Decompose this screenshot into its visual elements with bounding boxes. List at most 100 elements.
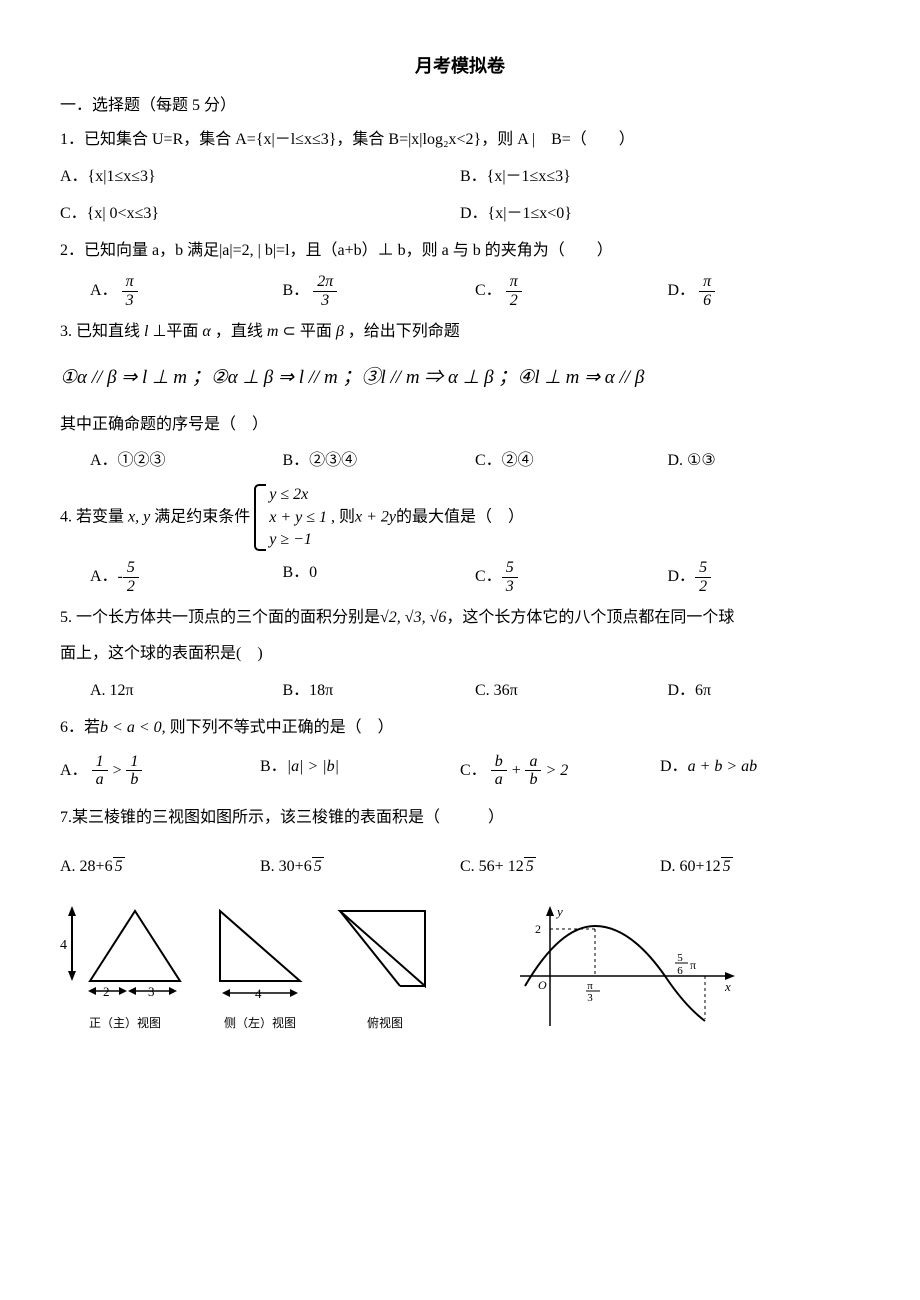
q2-option-d: D． π6 [668,273,861,309]
q4-option-b: B．0 [283,559,476,595]
q6-a-den2: b [126,771,142,789]
q6-d-label: D． [660,758,688,775]
q7-c-label: C. 56+ 12 [460,858,524,875]
q4-pre: 4. 若变量 [60,508,124,525]
q6-a-num2: 1 [126,753,142,772]
q4-a-den: 2 [123,578,139,596]
q3-subtext: 其中正确命题的序号是（ ） [60,411,860,440]
q7-option-c: C. 56+ 125 [460,853,660,882]
q3-option-c: C．②④ [475,447,668,476]
q4-c-den: 3 [502,578,518,596]
q6-option-a: A． 1a > 1b [60,753,260,789]
q5-post1: ，这个长方体它的八个顶点都在同一个球 [446,609,734,626]
q4-option-c: C．53 [475,559,668,595]
q3-l: l [140,323,152,340]
q6-option-d: D．a + b > ab [660,753,860,789]
q7-a-sqrt: 5 [113,857,125,875]
q5-option-a: A. 12π [90,677,283,706]
svg-text:6: 6 [677,965,683,977]
top-view-svg [330,901,440,1011]
q7-a-label: A. 28+6 [60,858,113,875]
q6-c-den2: b [525,771,541,789]
q4-mid: 满足约束条件 [154,508,250,525]
svg-text:2: 2 [103,984,110,999]
q4-c-num: 5 [502,559,518,578]
q1-option-a: A．{x|1≤x≤3} [60,163,460,192]
question-2: 2．已知向量 a，b 满足|a|=2, | b|=l，且（a+b）⊥ b，则 a… [60,237,860,266]
svg-text:2: 2 [535,922,541,936]
q7-b-sqrt: 5 [312,857,324,875]
q4-d-den: 2 [695,578,711,596]
svg-text:4: 4 [60,938,67,953]
q2-a-num: π [122,273,138,292]
q4-xy: x, y [124,508,154,525]
q6-c-num1: b [491,753,507,772]
svg-text:3: 3 [148,984,155,999]
q5-pre: 5. 一个长方体共一顶点的三个面的面积分别是 [60,609,380,626]
q4-a-label: A．- [90,568,123,585]
q6-post: 则下列不等式中正确的是（ ） [166,719,394,736]
q2-c-num: π [506,273,522,292]
q4-d-label: D． [668,568,696,585]
top-view-figure: 俯视图 [330,901,440,1035]
q2-b-num: 2π [313,273,337,292]
q6-c-num2: a [525,753,541,772]
q6-a-gt: > [112,761,127,778]
top-view-caption: 俯视图 [330,1013,440,1035]
q2-b-den: 3 [313,292,337,310]
svg-text:4: 4 [255,986,262,1001]
side-view-figure: 4 侧（左）视图 [210,901,310,1035]
q4-line3: y ≥ −1 [269,529,327,551]
svg-text:π: π [587,980,593,992]
q4-expr: x + 2y [355,508,396,525]
page-title: 月考模拟卷 [60,50,860,82]
front-view-svg: 4 2 3 [60,901,190,1011]
q6-b-label: B． [260,758,287,775]
q2-a-label: A． [90,282,118,299]
q4-a-num: 5 [123,559,139,578]
q2-c-label: C． [475,282,502,299]
q6-d-expr: a + b > ab [688,758,758,775]
q6-a-label: A． [60,761,88,778]
q5-option-b: B．18π [283,677,476,706]
front-view-caption: 正（主）视图 [60,1013,190,1035]
q6-a-den1: a [92,771,108,789]
question-4: 4. 若变量 x, y 满足约束条件 y ≤ 2x x + y ≤ 1 y ≥ … [60,484,860,551]
graph-svg: y x O 2 π 3 5 6 π [510,901,740,1031]
svg-text:O: O [538,978,547,992]
q4-option-d: D．52 [668,559,861,595]
q4-system: y ≤ 2x x + y ≤ 1 y ≥ −1 [254,484,327,551]
q6-a-num1: 1 [92,753,108,772]
q1-option-c: C．{x| 0<x≤3} [60,200,460,229]
q7-d-sqrt: 5 [721,857,733,875]
q5-option-c: C. 36π [475,677,668,706]
section-header: 一．选择题（每题 5 分） [60,92,860,121]
q6-c-label: C． [460,761,487,778]
figures-row: 4 2 3 正（主）视图 4 侧（左）视图 俯 [60,901,860,1035]
q1-option-b: B．{x|－1≤x≤3} [460,163,860,192]
q2-d-num: π [699,273,715,292]
q1-option-d: D．{x|－1≤x<0} [460,200,860,229]
q3-c1: ，直线 [215,323,263,340]
q6-c-gt: > 2 [545,761,568,778]
side-view-svg: 4 [210,901,310,1011]
side-view-caption: 侧（左）视图 [210,1013,310,1035]
q3-option-a: A．①②③ [90,447,283,476]
q6-c-den1: a [491,771,507,789]
q3-alpha: α [198,323,214,340]
q4-option-a: A．-52 [90,559,283,595]
q7-d-label: D. 60+12 [660,858,721,875]
q6-b-expr: |a| > |b| [287,758,339,775]
q3-pre: 3. 已知直线 [60,323,140,340]
q3-beta: β [332,323,348,340]
q3-propositions: ①α // β ⇒ l ⊥ m ；②α ⊥ β ⇒ l // m ；③l // … [60,361,860,395]
front-view-figure: 4 2 3 正（主）视图 [60,901,190,1035]
q6-option-b: B．|a| > |b| [260,753,460,789]
q4-d-num: 5 [695,559,711,578]
question-1: 1．已知集合 U=R，集合 A={x|－l≤x≤3}，集合 B=|x|log₂x… [60,126,860,155]
svg-text:3: 3 [587,992,593,1004]
graph-figure: y x O 2 π 3 5 6 π [510,901,740,1031]
q6-option-c: C． ba + ab > 2 [460,753,660,789]
q7-option-b: B. 30+65 [260,853,460,882]
q5-sqrt: √2, √3, √6 [380,609,446,626]
